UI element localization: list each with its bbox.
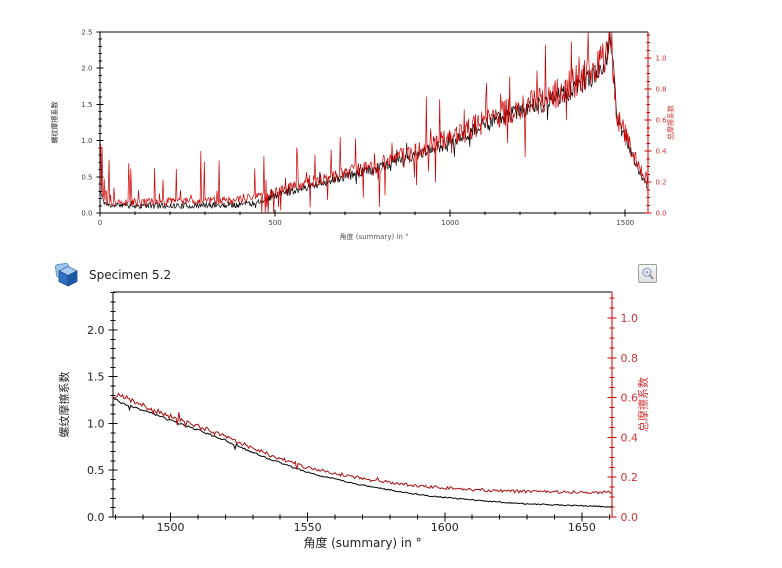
svg-text:1.0: 1.0 <box>621 312 639 325</box>
svg-text:2.0: 2.0 <box>87 324 105 337</box>
svg-text:0.4: 0.4 <box>621 431 639 444</box>
svg-text:角度 (summary) in °: 角度 (summary) in ° <box>303 535 421 550</box>
svg-text:角度 (summary) in °: 角度 (summary) in ° <box>339 232 408 241</box>
svg-text:1.0: 1.0 <box>81 137 92 145</box>
svg-text:0.5: 0.5 <box>81 173 92 181</box>
svg-text:0.0: 0.0 <box>621 511 639 524</box>
zoom-button[interactable] <box>638 264 657 283</box>
specimen-series-thread-friction <box>112 396 613 508</box>
svg-text:0.2: 0.2 <box>621 471 639 484</box>
specimen-title: Specimen 5.2 <box>89 267 172 282</box>
summary-series-total-friction <box>99 31 648 214</box>
svg-text:1500: 1500 <box>157 521 185 534</box>
svg-text:1500: 1500 <box>616 219 634 227</box>
svg-text:0.0: 0.0 <box>656 210 667 218</box>
svg-text:1.0: 1.0 <box>87 417 105 430</box>
svg-text:1650: 1650 <box>568 521 596 534</box>
specimen-cube-icon <box>54 262 78 287</box>
svg-text:0: 0 <box>98 219 102 227</box>
svg-text:1.5: 1.5 <box>87 371 105 384</box>
svg-text:总摩擦系数: 总摩擦系数 <box>666 105 675 140</box>
svg-text:1600: 1600 <box>431 521 459 534</box>
svg-text:0.8: 0.8 <box>656 86 667 94</box>
svg-text:1550: 1550 <box>294 521 322 534</box>
svg-text:0.5: 0.5 <box>87 464 105 477</box>
svg-text:0.4: 0.4 <box>656 148 668 156</box>
specimen-chart: 0.0 0.5 1.0 1.5 2.0 0.0 0.2 0.4 0.6 0.8 1.0 1500 155… <box>57 291 650 550</box>
summary-series-thread-friction <box>99 31 648 210</box>
svg-text:总摩擦系数: 总摩擦系数 <box>636 377 650 432</box>
svg-text:0.0: 0.0 <box>81 210 92 218</box>
specimen-header: Specimen 5.2 <box>54 261 171 288</box>
svg-text:0.2: 0.2 <box>656 179 667 187</box>
svg-text:0.6: 0.6 <box>621 392 639 405</box>
svg-text:500: 500 <box>268 219 281 227</box>
svg-text:0.0: 0.0 <box>87 511 105 524</box>
svg-text:螺纹摩擦系数: 螺纹摩擦系数 <box>50 102 59 144</box>
svg-text:2.0: 2.0 <box>81 65 92 73</box>
svg-text:1000: 1000 <box>441 219 459 227</box>
svg-text:0.6: 0.6 <box>656 117 668 125</box>
magnifier-icon <box>642 267 654 280</box>
svg-text:1.5: 1.5 <box>81 101 92 109</box>
svg-text:0.8: 0.8 <box>621 352 639 365</box>
svg-text:1.0: 1.0 <box>656 55 667 63</box>
summary-chart: 0.0 0.5 1.0 1.5 2.0 2.5 0.0 0.2 0.4 0.6 0.8 1.0 0 500… <box>50 29 675 241</box>
specimen-series-total-friction <box>112 392 613 495</box>
svg-text:2.5: 2.5 <box>81 29 92 37</box>
svg-text:螺纹摩擦系数: 螺纹摩擦系数 <box>57 372 71 438</box>
